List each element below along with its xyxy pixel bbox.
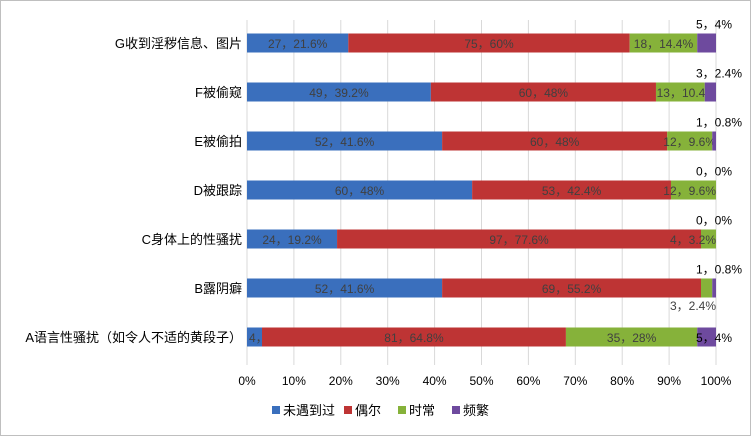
bar-segment	[700, 229, 716, 249]
legend-swatch	[344, 406, 352, 414]
data-label: 97，77.6%	[489, 233, 549, 247]
x-tick-label: 100%	[701, 374, 732, 388]
data-label: 75，60%	[464, 37, 514, 51]
data-label: 81，64.8%	[384, 331, 444, 345]
bar-segment	[262, 327, 566, 347]
x-tick-label: 80%	[610, 374, 634, 388]
bar-segment	[442, 278, 701, 298]
data-label: 1，0.8%	[696, 116, 742, 130]
bar-segment	[700, 278, 713, 298]
bar-segment	[670, 180, 716, 200]
x-tick-label: 40%	[423, 374, 447, 388]
bar-segment	[247, 229, 338, 249]
x-tick-label: 90%	[657, 374, 681, 388]
data-label: 5，4%	[696, 331, 732, 345]
category-label: G收到淫秽信息、图片	[115, 36, 242, 51]
bar-segment	[442, 131, 668, 151]
bar-segment	[247, 82, 431, 102]
bar-segment	[667, 131, 713, 151]
category-label: B露阴癖	[194, 281, 242, 296]
data-label: 60，48%	[519, 86, 569, 100]
bar-segment	[430, 82, 656, 102]
legend-label: 时常	[409, 403, 435, 418]
data-label: 18，14.4%	[634, 37, 694, 51]
data-label: 1，0.8%	[696, 263, 742, 277]
legend-label: 偶尔	[355, 403, 381, 418]
data-label: 0，0%	[696, 165, 732, 179]
data-label: 53，42.4%	[542, 184, 602, 198]
bar-segment	[247, 327, 263, 347]
data-label: 0，0%	[696, 214, 732, 228]
bar-segment	[697, 327, 716, 347]
bar-segment	[247, 131, 443, 151]
data-label: 52，41.6%	[315, 282, 375, 296]
bar-segment	[712, 278, 716, 298]
x-tick-label: 70%	[563, 374, 587, 388]
bar-segment	[565, 327, 698, 347]
bar-segment	[348, 33, 630, 53]
x-tick-label: 30%	[376, 374, 400, 388]
data-label: 3，2.4%	[670, 299, 716, 313]
legend-swatch	[272, 406, 280, 414]
legend-label: 频繁	[463, 403, 489, 418]
bar-segment	[247, 180, 473, 200]
x-tick-label: 60%	[516, 374, 540, 388]
x-tick-label: 50%	[469, 374, 493, 388]
x-tick-label: 0%	[238, 374, 256, 388]
data-label: 27，21.6%	[268, 37, 328, 51]
x-tick-label: 10%	[282, 374, 306, 388]
category-label: A语言性骚扰（如令人不适的黄段子）	[25, 330, 242, 345]
bar-segment	[655, 82, 705, 102]
data-label: 12，9.6%	[663, 135, 716, 149]
data-label: 60，48%	[335, 184, 385, 198]
data-label: 52，41.6%	[315, 135, 375, 149]
bar-segment	[247, 33, 349, 53]
category-label: E被偷拍	[194, 134, 242, 149]
data-label: 12，9.6%	[663, 184, 716, 198]
data-label: 49，39.2%	[309, 86, 369, 100]
data-label: 35，28%	[607, 331, 657, 345]
bar-segment	[704, 82, 716, 102]
bar-segment	[247, 278, 443, 298]
category-label: F被偷窥	[195, 85, 242, 100]
data-label: 69，55.2%	[542, 282, 602, 296]
legend-swatch	[398, 406, 406, 414]
x-tick-label: 20%	[329, 374, 353, 388]
legend-label: 未遇到过	[283, 403, 335, 418]
data-label: 3，2.4%	[696, 67, 742, 81]
bar-segment	[697, 33, 716, 53]
data-label: 24，19.2%	[262, 233, 322, 247]
data-label: 5，4%	[696, 18, 732, 32]
category-label: C身体上的性骚扰	[142, 232, 242, 247]
category-label: D被跟踪	[194, 183, 242, 198]
data-label: 60，48%	[530, 135, 580, 149]
bar-segment	[472, 180, 671, 200]
bar-segment	[629, 33, 698, 53]
data-label: 4，3.2%	[670, 233, 716, 247]
legend-swatch	[452, 406, 460, 414]
bar-segment	[712, 131, 716, 151]
data-label: 13，10.4%	[657, 86, 717, 100]
bar-segment	[337, 229, 701, 249]
